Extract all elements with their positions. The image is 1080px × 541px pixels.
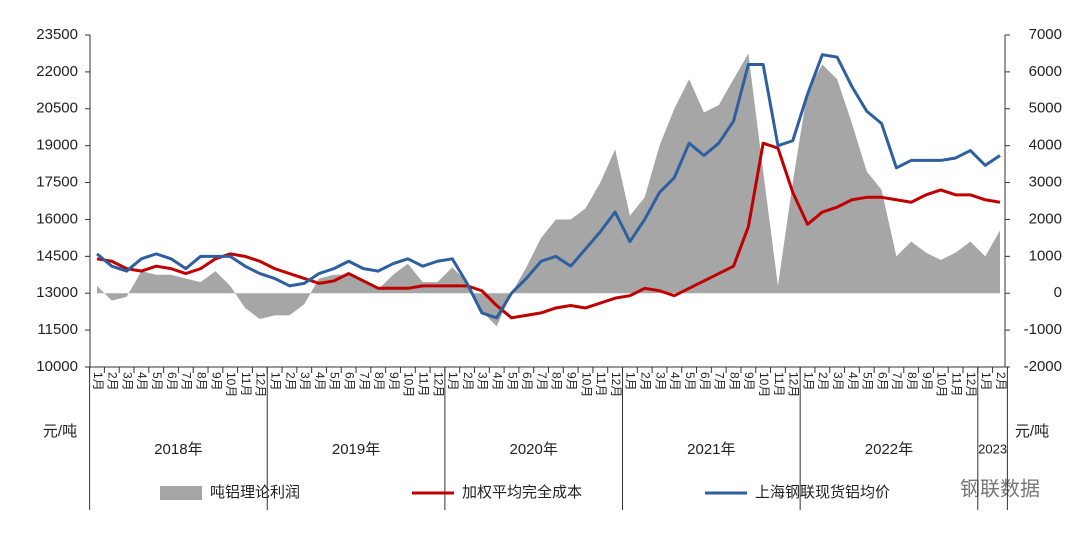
x-tick-label: 1月 [91,372,105,391]
y-tick-label: 14500 [36,247,78,264]
x-tick-label: 10月 [402,372,416,397]
x-tick-label: 2月 [461,372,475,391]
x-tick-label: 2月 [106,372,120,391]
x-tick-label: 10月 [579,372,593,397]
x-tick-label: 10月 [935,372,949,397]
x-tick-label: 11月 [239,372,253,396]
x-tick-label: 6月 [875,372,889,391]
y-tick-label: 22000 [36,63,78,80]
x-tick-label: 6月 [165,372,179,391]
x-tick-label: 11月 [772,372,786,396]
watermark: 钢联数据 [960,477,1040,500]
x-tick-label: 3月 [831,372,845,391]
x-tick-label: 1月 [446,372,460,391]
x-tick-label: 1月 [979,372,993,391]
area [97,53,1000,327]
x-tick-label: 10月 [224,372,238,397]
x-tick-label: 7月 [357,372,371,391]
x-tick-label: 1月 [624,372,638,391]
x-tick-label: 9月 [565,372,579,391]
y2-tick-label: 7000 [1029,26,1062,43]
line [96,141,1001,320]
x-tick-label: 7月 [180,372,194,391]
y-tick-label: 17500 [36,174,78,191]
x-tick-label: 4月 [846,372,860,391]
x-tick-label: 2月 [283,372,297,391]
x-tick-label: 12月 [964,372,978,397]
x-tick-label: 5月 [683,372,697,391]
x-tick-label: 5月 [150,372,164,391]
x-tick-label: 8月 [727,372,741,391]
y2-tick-label: 6000 [1029,63,1062,80]
x-tick-label: 8月 [905,372,919,391]
legend-label: 吨铝理论利润 [210,484,300,501]
x-tick-label: 4月 [668,372,682,391]
year-label: 2018年 [154,441,202,458]
y-tick-label: 23500 [36,26,78,43]
y2-tick-label: 1000 [1029,247,1062,264]
x-tick-label: 4月 [313,372,327,391]
y-unit: 元/吨 [43,423,77,440]
y-tick-label: 19000 [36,137,78,154]
x-tick-label: 3月 [653,372,667,391]
x-tick-label: 11月 [949,372,963,396]
x-tick-label: 9月 [209,372,223,391]
x-tick-label: 7月 [890,372,904,391]
x-tick-label: 4月 [135,372,149,391]
x-tick-label: 10月 [757,372,771,397]
x-tick-label: 6月 [520,372,534,391]
x-tick-label: 8月 [194,372,208,391]
x-tick-label: 4月 [491,372,505,391]
x-tick-label: 5月 [861,372,875,391]
x-tick-label: 1月 [268,372,282,391]
year-label: 2019年 [332,441,380,458]
year-label: 2021年 [687,441,735,458]
year-label: 2022年 [865,441,913,458]
x-tick-label: 3月 [298,372,312,391]
y2-tick-label: 3000 [1029,174,1062,191]
y2-tick-label: 2000 [1029,210,1062,227]
x-tick-label: 8月 [550,372,564,391]
y2-tick-label: 4000 [1029,137,1062,154]
legend-label: 上海钢联现货铝均价 [755,484,890,501]
y-tick-label: 13000 [36,284,78,301]
x-tick-label: 8月 [372,372,386,391]
x-tick-label: 1月 [801,372,815,391]
y-tick-label: 20500 [36,100,78,117]
x-tick-label: 7月 [713,372,727,391]
legend-label: 加权平均完全成本 [462,483,582,501]
x-tick-label: 2月 [639,372,653,391]
x-tick-label: 12月 [787,372,801,397]
y2-tick-label: -2000 [1024,358,1062,375]
y-tick-label: 10000 [36,358,78,375]
x-tick-label: 3月 [120,372,134,391]
x-tick-label: 11月 [417,372,431,396]
y2-tick-label: 0 [1054,284,1062,301]
y2-tick-label: 5000 [1029,100,1062,117]
y2-unit: 元/吨 [1015,423,1049,440]
x-tick-label: 12月 [431,372,445,397]
y2-tick-label: -1000 [1024,321,1062,338]
x-tick-label: 6月 [698,372,712,391]
x-tick-label: 11月 [594,372,608,396]
x-tick-label: 2月 [816,372,830,391]
y-tick-label: 16000 [36,210,78,227]
legend-swatch [160,486,202,500]
x-tick-label: 2月 [994,372,1008,391]
x-tick-label: 5月 [505,372,519,391]
x-tick-label: 3月 [476,372,490,391]
x-tick-label: 9月 [387,372,401,391]
line [96,53,1001,320]
x-tick-label: 9月 [920,372,934,391]
x-tick-label: 6月 [342,372,356,391]
year-label: 2020年 [510,441,558,458]
year-label: 2023 [978,441,1007,456]
x-tick-label: 12月 [609,372,623,397]
x-tick-label: 5月 [328,372,342,391]
x-tick-label: 7月 [535,372,549,391]
x-tick-label: 12月 [254,372,268,397]
x-tick-label: 9月 [742,372,756,391]
y-tick-label: 11500 [37,321,78,338]
